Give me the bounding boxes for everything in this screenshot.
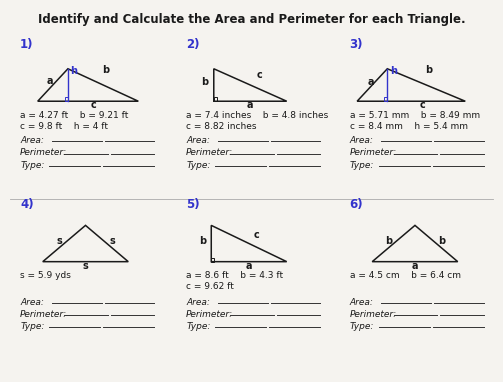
Text: a: a	[247, 100, 254, 110]
Text: b: b	[425, 65, 432, 74]
Text: Type:: Type:	[186, 161, 210, 170]
Text: a = 7.4 inches    b = 4.8 inches: a = 7.4 inches b = 4.8 inches	[186, 112, 328, 120]
Text: s: s	[56, 236, 62, 246]
Text: b: b	[438, 236, 445, 246]
Text: Perimeter:: Perimeter:	[186, 310, 233, 319]
Text: c = 8.4 mm    h = 5.4 mm: c = 8.4 mm h = 5.4 mm	[350, 122, 468, 131]
Text: Type:: Type:	[20, 161, 44, 170]
Text: Type:: Type:	[350, 161, 374, 170]
Text: a = 4.5 cm    b = 6.4 cm: a = 4.5 cm b = 6.4 cm	[350, 271, 461, 280]
Text: b: b	[385, 236, 392, 246]
Text: Area:: Area:	[186, 298, 210, 307]
Text: a: a	[368, 77, 374, 87]
Text: Perimeter:: Perimeter:	[350, 310, 397, 319]
Text: Area:: Area:	[350, 136, 373, 145]
Text: s: s	[109, 236, 115, 246]
Text: c = 8.82 inches: c = 8.82 inches	[186, 122, 257, 131]
Text: s: s	[82, 261, 89, 270]
Text: a = 8.6 ft    b = 4.3 ft: a = 8.6 ft b = 4.3 ft	[186, 271, 283, 280]
Text: 4): 4)	[20, 198, 34, 211]
Text: Identify and Calculate the Area and Perimeter for each Triangle.: Identify and Calculate the Area and Peri…	[38, 13, 465, 26]
Text: 2): 2)	[186, 38, 200, 51]
Text: Area:: Area:	[186, 136, 210, 145]
Text: b: b	[201, 77, 208, 87]
Text: b: b	[199, 236, 206, 246]
Text: Perimeter:: Perimeter:	[20, 310, 67, 319]
Text: c: c	[257, 70, 262, 80]
Text: Area:: Area:	[20, 298, 44, 307]
Text: b: b	[102, 65, 109, 74]
Text: a: a	[412, 261, 418, 270]
Text: Perimeter:: Perimeter:	[20, 149, 67, 157]
Text: h: h	[70, 66, 77, 76]
Text: a: a	[47, 76, 53, 86]
Text: c: c	[420, 100, 426, 110]
Text: Area:: Area:	[350, 298, 373, 307]
Text: h: h	[390, 66, 397, 76]
Text: 5): 5)	[186, 198, 200, 211]
Text: c: c	[90, 100, 96, 110]
Text: 3): 3)	[350, 38, 363, 51]
Text: Type:: Type:	[186, 322, 210, 331]
Text: 6): 6)	[350, 198, 363, 211]
Text: c: c	[254, 230, 260, 240]
Text: a = 4.27 ft    b = 9.21 ft: a = 4.27 ft b = 9.21 ft	[20, 112, 128, 120]
Text: 1): 1)	[20, 38, 34, 51]
Text: Area:: Area:	[20, 136, 44, 145]
Text: Type:: Type:	[350, 322, 374, 331]
Text: a: a	[246, 261, 252, 270]
Text: Perimeter:: Perimeter:	[186, 149, 233, 157]
Text: c = 9.62 ft: c = 9.62 ft	[186, 282, 234, 291]
Text: s = 5.9 yds: s = 5.9 yds	[20, 271, 71, 280]
Text: Perimeter:: Perimeter:	[350, 149, 397, 157]
Text: a = 5.71 mm    b = 8.49 mm: a = 5.71 mm b = 8.49 mm	[350, 112, 480, 120]
Text: Type:: Type:	[20, 322, 44, 331]
Text: c = 9.8 ft    h = 4 ft: c = 9.8 ft h = 4 ft	[20, 122, 108, 131]
